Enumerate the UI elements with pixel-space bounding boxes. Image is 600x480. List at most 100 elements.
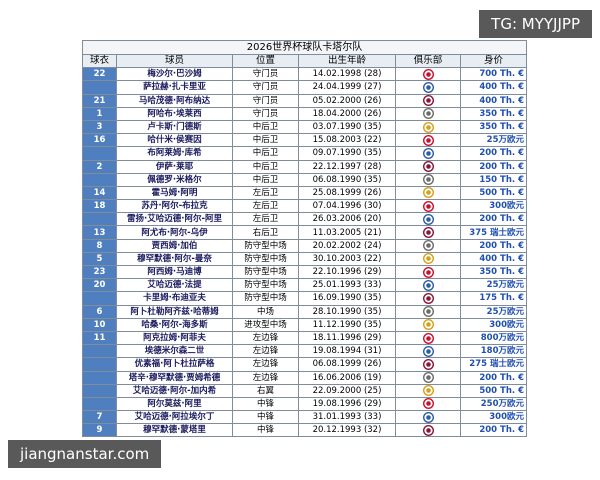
position: 防守型中场 bbox=[232, 238, 299, 253]
player-name: 阿尔莫兹·阿里 bbox=[116, 396, 233, 412]
player-name: 阿卜杜勒阿齐兹·哈蒂姆 bbox=[116, 304, 233, 319]
club-logo bbox=[395, 291, 461, 306]
club-icon bbox=[422, 292, 434, 304]
market-value: 200 Th. € bbox=[460, 159, 527, 174]
birth-age: 05.02.2000 (26) bbox=[298, 93, 396, 108]
player-row: 3 卢卡斯·门德斯 中后卫 03.07.1990 (35) 350 Th. € bbox=[82, 119, 527, 135]
market-value: 350 Th. € bbox=[460, 264, 527, 280]
club-logo bbox=[395, 423, 461, 438]
jersey-number bbox=[82, 383, 117, 398]
birth-age: 18.11.1996 (29) bbox=[298, 330, 396, 346]
club-icon bbox=[422, 200, 434, 212]
birth-age: 14.02.1998 (28) bbox=[298, 67, 396, 82]
player-row: 2 伊萨·莱耶 中后卫 22.12.1997 (28) 200 Th. € bbox=[82, 159, 527, 174]
market-value: 350 Th. € bbox=[460, 119, 527, 135]
column-header: 身价 bbox=[460, 53, 527, 69]
club-icon bbox=[422, 279, 434, 291]
position: 中后卫 bbox=[232, 159, 299, 174]
market-value: 150 Th. € bbox=[460, 172, 527, 187]
position: 中锋 bbox=[232, 396, 299, 412]
jersey-number: 7 bbox=[82, 410, 117, 425]
market-value: 300欧元 bbox=[460, 410, 527, 425]
birth-age: 24.04.1999 (27) bbox=[298, 80, 396, 95]
club-icon bbox=[422, 319, 434, 331]
market-value: 250万欧元 bbox=[460, 396, 527, 412]
header-row: 球衣 球员 位置 出生年龄 俱乐部 身价 bbox=[82, 53, 527, 69]
jersey-number: 8 bbox=[82, 238, 117, 253]
position: 左后卫 bbox=[232, 212, 299, 227]
jersey-number bbox=[82, 172, 117, 187]
position: 左边锋 bbox=[232, 330, 299, 346]
birth-age: 15.08.2003 (22) bbox=[298, 133, 396, 148]
club-logo bbox=[395, 212, 461, 227]
club-icon bbox=[422, 187, 434, 199]
birth-age: 03.07.1990 (35) bbox=[298, 119, 396, 135]
club-icon bbox=[422, 213, 434, 225]
club-logo bbox=[395, 67, 461, 82]
position: 右后卫 bbox=[232, 225, 299, 240]
player-row: 23 阿西姆·马迪博 防守型中场 22.10.1996 (29) 350 Th. € bbox=[82, 264, 527, 280]
club-icon bbox=[422, 398, 434, 410]
club-icon bbox=[422, 332, 434, 344]
player-row: 16 哈什米·侯赛因 中后卫 15.08.2003 (22) 25万欧元 bbox=[82, 133, 527, 148]
club-icon bbox=[422, 266, 434, 278]
jersey-number: 13 bbox=[82, 225, 117, 240]
club-icon bbox=[422, 240, 434, 252]
player-row: 佩德罗·米格尔 中后卫 06.08.1990 (35) 150 Th. € bbox=[82, 172, 527, 187]
jersey-number: 22 bbox=[82, 67, 117, 82]
market-value: 200 Th. € bbox=[460, 423, 527, 438]
player-row: 卡里姆·布迪亚夫 防守型中场 16.09.1990 (35) 175 Th. € bbox=[82, 291, 527, 306]
position: 防守型中场 bbox=[232, 251, 299, 267]
market-value: 500 Th. € bbox=[460, 185, 527, 201]
birth-age: 11.03.2005 (21) bbox=[298, 225, 396, 240]
club-logo bbox=[395, 106, 461, 121]
club-icon bbox=[422, 147, 434, 159]
club-logo bbox=[395, 159, 461, 174]
club-logo bbox=[395, 172, 461, 187]
jersey-number: 2 bbox=[82, 159, 117, 174]
birth-age: 25.08.1999 (26) bbox=[298, 185, 396, 201]
position: 左边锋 bbox=[232, 344, 299, 359]
jersey-number: 6 bbox=[82, 304, 117, 319]
market-value: 275 瑞士欧元 bbox=[460, 357, 527, 372]
jersey-number bbox=[82, 396, 117, 412]
player-name: 埃德米尔森二世 bbox=[116, 344, 233, 359]
club-logo bbox=[395, 185, 461, 201]
club-logo bbox=[395, 146, 461, 161]
birth-age: 31.01.1993 (33) bbox=[298, 410, 396, 425]
position: 中后卫 bbox=[232, 119, 299, 135]
jersey-number: 21 bbox=[82, 93, 117, 108]
club-logo bbox=[395, 396, 461, 412]
position: 右翼 bbox=[232, 383, 299, 398]
jersey-number: 14 bbox=[82, 185, 117, 201]
player-name: 塔辛·穆罕默德·贾姆希德 bbox=[116, 370, 233, 385]
player-row: 10 哈桑·阿尔-海多斯 进攻型中场 11.12.1990 (35) 300欧元 bbox=[82, 317, 527, 332]
club-icon bbox=[422, 161, 434, 173]
club-logo bbox=[395, 278, 461, 293]
market-value: 350 Th. € bbox=[460, 106, 527, 121]
club-icon bbox=[422, 227, 434, 239]
club-icon bbox=[422, 424, 434, 436]
player-row: 阿尔莫兹·阿里 中锋 19.08.1996 (29) 250万欧元 bbox=[82, 396, 527, 412]
birth-age: 28.10.1990 (35) bbox=[298, 304, 396, 319]
birth-age: 20.02.2002 (24) bbox=[298, 238, 396, 253]
player-row: 21 马哈茂德·阿布纳达 守门员 05.02.2000 (26) 400 Th. € bbox=[82, 93, 527, 108]
player-name: 苏丹·阿尔-布拉克 bbox=[116, 199, 233, 214]
position: 中场 bbox=[232, 304, 299, 319]
market-value: 375 瑞士欧元 bbox=[460, 225, 527, 240]
birth-age: 22.10.1996 (29) bbox=[298, 264, 396, 280]
position: 防守型中场 bbox=[232, 291, 299, 306]
birth-age: 22.09.2000 (25) bbox=[298, 383, 396, 398]
club-logo bbox=[395, 251, 461, 267]
player-row: 布阿莱姆·库希 中后卫 09.07.1990 (35) 200 Th. € bbox=[82, 146, 527, 161]
position: 进攻型中场 bbox=[232, 317, 299, 332]
player-row: 11 阿克拉姆·阿菲夫 左边锋 18.11.1996 (29) 800万欧元 bbox=[82, 330, 527, 346]
player-row: 艾哈迈德·阿尔-加内希 右翼 22.09.2000 (25) 500 Th. € bbox=[82, 383, 527, 398]
player-row: 塔辛·穆罕默德·贾姆希德 左边锋 16.06.2006 (19) 200 Th. € bbox=[82, 370, 527, 385]
player-name: 阿西姆·马迪博 bbox=[116, 264, 233, 280]
player-row: 萨拉赫·扎卡里亚 守门员 24.04.1999 (27) 400 Th. € bbox=[82, 80, 527, 95]
player-name: 伊萨·莱耶 bbox=[116, 159, 233, 174]
club-logo bbox=[395, 133, 461, 148]
table-body: 22 梅沙尔·巴沙姆 守门员 14.02.1998 (28) 700 Th. € 萨拉赫·… bbox=[82, 67, 527, 438]
birth-age: 07.04.1996 (30) bbox=[298, 199, 396, 214]
